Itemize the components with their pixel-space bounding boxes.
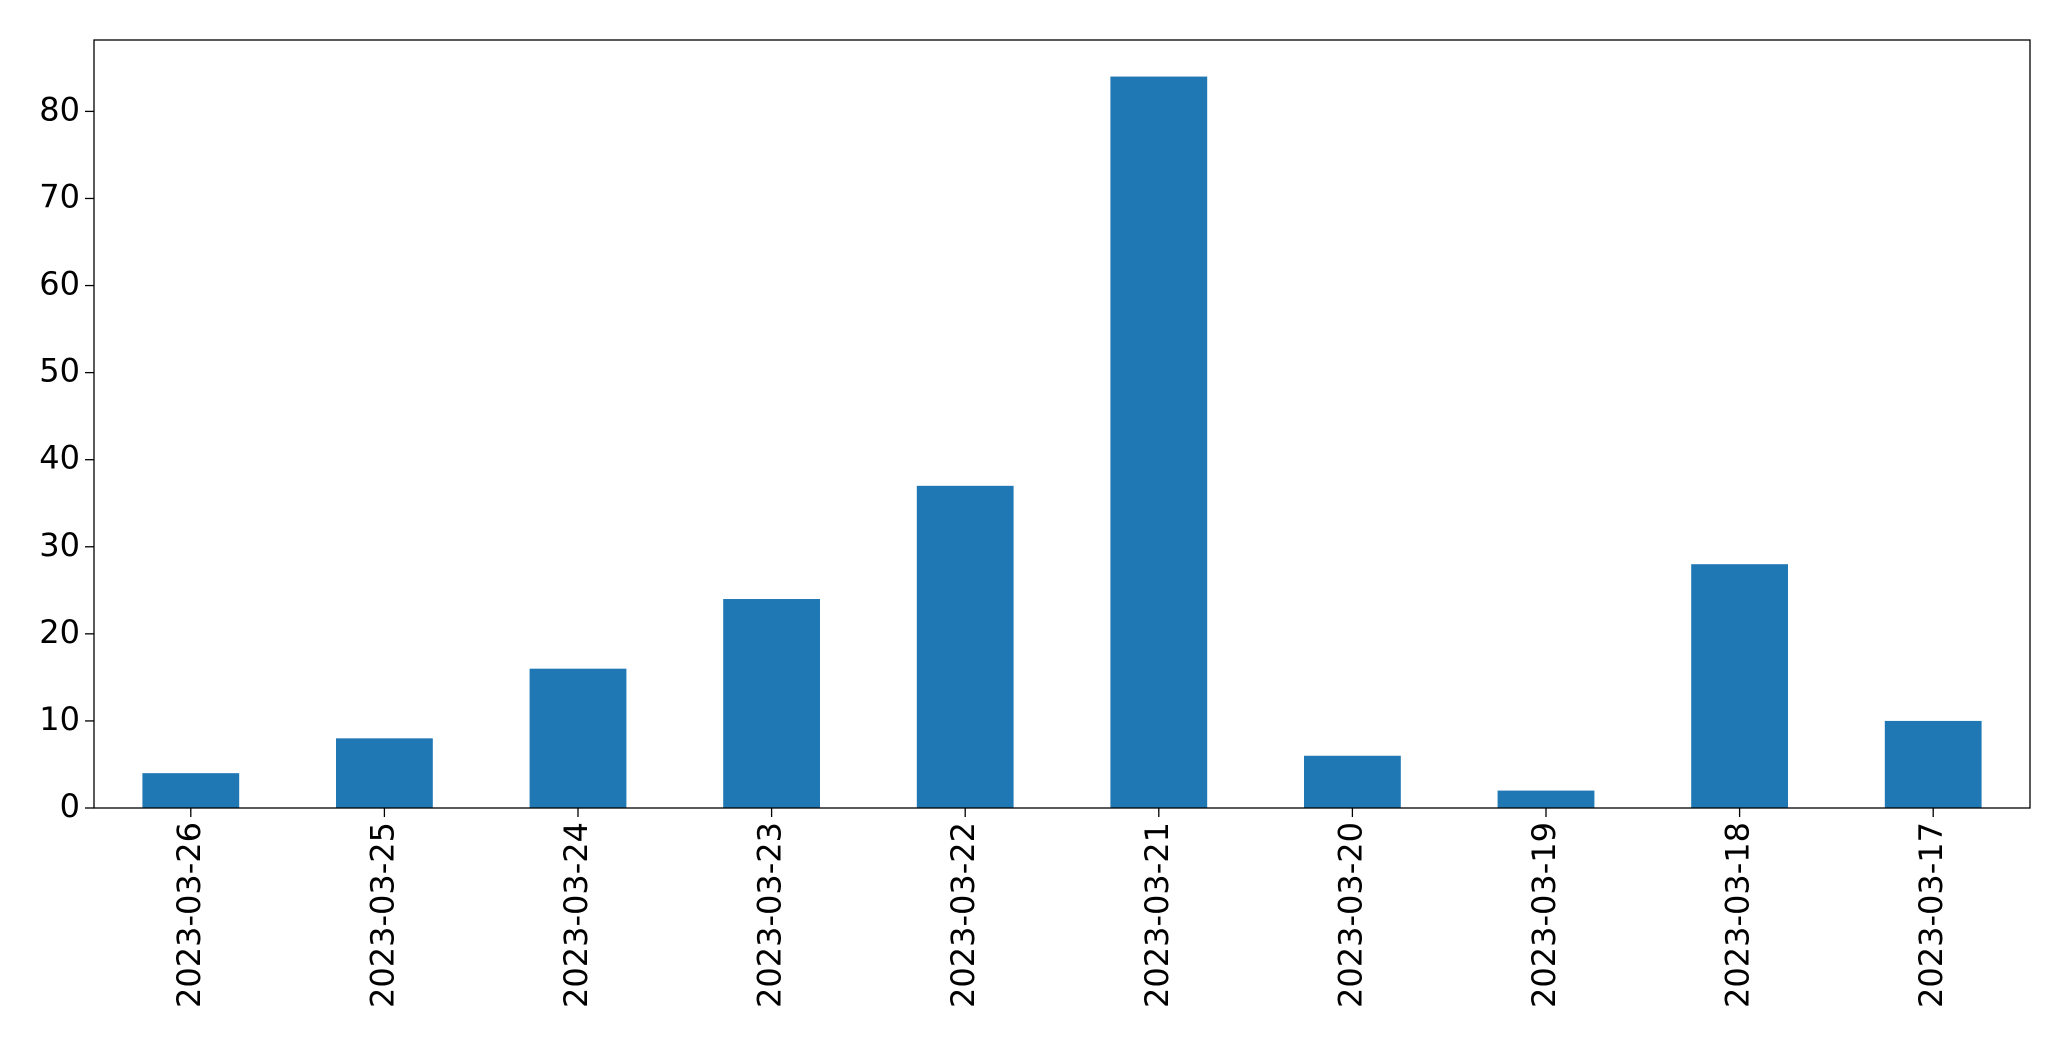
x-tick-label: 2023-03-20 bbox=[1331, 822, 1369, 1008]
y-tick-label: 0 bbox=[60, 787, 80, 825]
y-tick-label: 10 bbox=[39, 700, 80, 738]
bar bbox=[723, 599, 820, 808]
x-tick-label: 2023-03-19 bbox=[1525, 822, 1563, 1008]
x-tick-label: 2023-03-25 bbox=[363, 822, 401, 1008]
bar bbox=[529, 668, 627, 808]
x-tick-label: 2023-03-17 bbox=[1912, 822, 1950, 1008]
x-tick-label: 2023-03-22 bbox=[944, 822, 982, 1008]
bar bbox=[142, 773, 240, 808]
bar bbox=[336, 738, 433, 808]
y-tick-label: 20 bbox=[39, 613, 80, 651]
y-tick-label: 30 bbox=[39, 526, 80, 564]
bar bbox=[1110, 76, 1208, 809]
x-tick-label: 2023-03-26 bbox=[170, 822, 208, 1008]
x-tick-label: 2023-03-21 bbox=[1138, 822, 1176, 1008]
bar bbox=[916, 485, 1014, 808]
x-tick-label: 2023-03-24 bbox=[557, 822, 595, 1008]
x-tick-label: 2023-03-18 bbox=[1719, 822, 1757, 1008]
bar bbox=[1691, 564, 1788, 808]
x-tick-label: 2023-03-23 bbox=[751, 822, 789, 1008]
axes-frame bbox=[93, 39, 2031, 809]
y-tick-label: 60 bbox=[39, 265, 80, 303]
y-tick-label: 50 bbox=[39, 352, 80, 390]
y-tick-label: 70 bbox=[39, 177, 80, 215]
y-tick-label: 80 bbox=[39, 90, 80, 128]
y-tick-label: 40 bbox=[39, 439, 80, 477]
bar bbox=[1884, 720, 1982, 808]
bar bbox=[1304, 755, 1401, 808]
bar bbox=[1497, 790, 1595, 808]
